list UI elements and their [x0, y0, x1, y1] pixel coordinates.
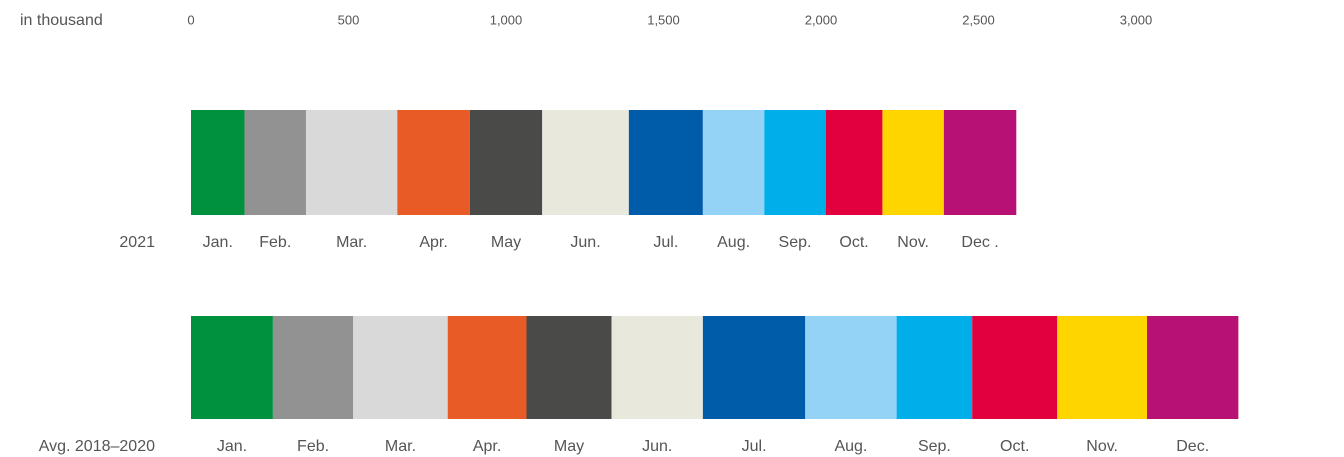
segment-label: Feb.: [297, 438, 329, 455]
segment-label: Apr.: [419, 234, 447, 251]
segment-label: May: [554, 438, 584, 455]
bar-segment: [542, 110, 629, 215]
bar-segment: [943, 110, 1017, 215]
axis-label: in thousand: [20, 12, 103, 29]
category-label: Avg. 2018–2020: [39, 438, 155, 455]
bar-segment: [896, 316, 973, 419]
segment-label: Nov.: [897, 234, 929, 251]
bar-segment: [191, 110, 245, 215]
bar-segment: [305, 110, 398, 215]
segment-label: Oct.: [839, 234, 868, 251]
segment-label: May: [491, 234, 521, 251]
segment-label: Mar.: [385, 438, 416, 455]
category-label: 2021: [119, 234, 155, 251]
x-tick-label: 2,500: [962, 12, 995, 27]
bar-segment: [825, 110, 883, 215]
x-tick-label: 3,000: [1120, 12, 1153, 27]
x-tick-label: 0: [187, 12, 194, 27]
bar-segment: [805, 316, 897, 419]
bar-segment: [447, 316, 527, 419]
bar-segment: [882, 110, 944, 215]
segment-label: Jan.: [203, 234, 233, 251]
bar-segment: [353, 316, 448, 419]
segment-label: Feb.: [259, 234, 291, 251]
x-tick-label: 1,000: [490, 12, 523, 27]
bar-segment: [702, 316, 806, 419]
x-tick-label: 2,000: [805, 12, 838, 27]
segment-label: Jun.: [642, 438, 672, 455]
bar-segment: [1147, 316, 1239, 419]
bar-segment: [397, 110, 470, 215]
segment-label: Apr.: [473, 438, 501, 455]
bar-segment: [628, 110, 703, 215]
segment-label: Mar.: [336, 234, 367, 251]
bar-segment: [972, 316, 1058, 419]
segment-label: Aug.: [717, 234, 750, 251]
segment-label: Jun.: [570, 234, 600, 251]
segment-label: Jul.: [742, 438, 767, 455]
bar-segment: [1057, 316, 1148, 419]
segment-label: Aug.: [834, 438, 867, 455]
x-tick-label: 500: [338, 12, 360, 27]
bar-segment: [469, 110, 543, 215]
bar-segment: [764, 110, 826, 215]
segment-label: Jan.: [217, 438, 247, 455]
segment-label: Nov.: [1086, 438, 1118, 455]
bar-segment: [191, 316, 273, 419]
segment-label: Oct.: [1000, 438, 1029, 455]
bar-segment: [244, 110, 306, 215]
bar-segment: [526, 316, 612, 419]
segment-label: Sep.: [779, 234, 812, 251]
segment-label: Dec.: [1176, 438, 1209, 455]
segment-label: Jul.: [653, 234, 678, 251]
segment-label: Dec .: [961, 234, 998, 251]
bar-segment: [611, 316, 703, 419]
segment-label: Sep.: [918, 438, 951, 455]
x-tick-label: 1,500: [647, 12, 680, 27]
bar-segment: [272, 316, 354, 419]
bar-segment: [702, 110, 765, 215]
